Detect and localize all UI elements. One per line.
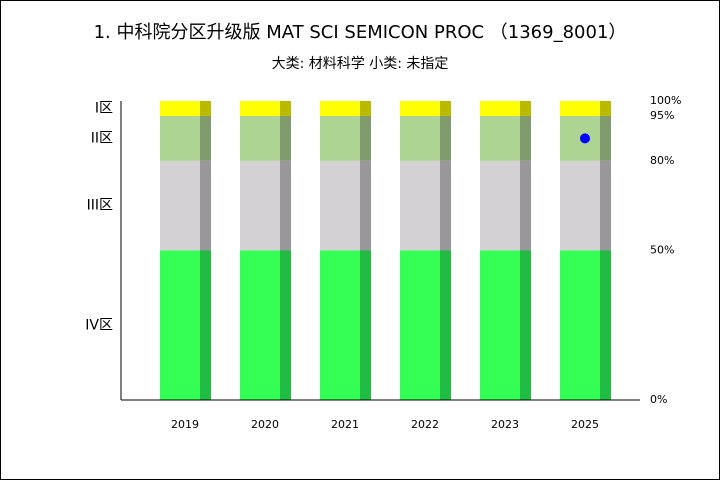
bar-shade bbox=[360, 115, 371, 161]
bar-segment bbox=[400, 101, 440, 116]
bar-segment bbox=[480, 250, 520, 400]
bar-shade bbox=[200, 160, 211, 251]
bar-segment bbox=[400, 115, 440, 161]
bar-shade bbox=[360, 250, 371, 400]
bar-segment bbox=[160, 115, 200, 161]
x-tick-label: 2019 bbox=[171, 418, 199, 431]
x-tick-label: 2020 bbox=[251, 418, 279, 431]
bar-segment bbox=[320, 160, 360, 251]
bar-segment bbox=[240, 250, 280, 400]
bar-shade bbox=[280, 101, 291, 116]
bar-segment bbox=[240, 160, 280, 251]
bar-shade bbox=[600, 101, 611, 116]
bar-shade bbox=[360, 160, 371, 251]
bar-segment bbox=[320, 250, 360, 400]
bar-shade bbox=[440, 250, 451, 400]
bar-segment bbox=[160, 160, 200, 251]
bar-segment bbox=[240, 115, 280, 161]
zone-label: III区 bbox=[87, 198, 113, 214]
bar-segment bbox=[560, 250, 600, 400]
zone-label: IV区 bbox=[85, 317, 113, 333]
zone-label: I区 bbox=[95, 100, 113, 116]
bar-shade bbox=[440, 101, 451, 116]
bar-segment bbox=[560, 101, 600, 116]
y-tick-label: 95% bbox=[650, 109, 674, 122]
bar-segment bbox=[480, 101, 520, 116]
bar-shade bbox=[280, 250, 291, 400]
bar-shade bbox=[200, 101, 211, 116]
bar-shade bbox=[360, 101, 371, 116]
y-tick-label: 50% bbox=[650, 244, 674, 257]
bar-shade bbox=[600, 160, 611, 251]
bar-shade bbox=[280, 115, 291, 161]
y-tick-label: 100% bbox=[650, 94, 681, 107]
zone-label: II区 bbox=[91, 130, 113, 146]
y-tick-label: 0% bbox=[650, 393, 667, 406]
bar-shade bbox=[440, 160, 451, 251]
bar-segment bbox=[400, 250, 440, 400]
x-tick-label: 2023 bbox=[491, 418, 519, 431]
chart-subtitle: 大类: 材料科学 小类: 未指定 bbox=[272, 56, 449, 72]
bar-shade bbox=[520, 115, 531, 161]
x-tick-label: 2021 bbox=[331, 418, 359, 431]
bar-shade bbox=[200, 250, 211, 400]
marker-point bbox=[580, 133, 590, 144]
bar-segment bbox=[320, 115, 360, 161]
bar-segment bbox=[480, 160, 520, 251]
bar-segment bbox=[240, 101, 280, 116]
bar-segment bbox=[400, 160, 440, 251]
bar-shade bbox=[280, 160, 291, 251]
bar-segment bbox=[320, 101, 360, 116]
bar-segment bbox=[160, 101, 200, 116]
y-tick-label: 80% bbox=[650, 154, 674, 167]
bar-segment bbox=[160, 250, 200, 400]
bar-shade bbox=[520, 160, 531, 251]
bar-shade bbox=[600, 115, 611, 161]
bar-shade bbox=[600, 250, 611, 400]
bar-shade bbox=[520, 250, 531, 400]
bar-shade bbox=[440, 115, 451, 161]
bar-segment bbox=[560, 160, 600, 251]
bar-shade bbox=[520, 101, 531, 116]
chart-title: 1. 中科院分区升级版 MAT SCI SEMICON PROC （1369_8… bbox=[94, 22, 627, 43]
bar-segment bbox=[480, 115, 520, 161]
x-tick-label: 2022 bbox=[411, 418, 439, 431]
x-tick-label: 2025 bbox=[571, 418, 599, 431]
bar-shade bbox=[200, 115, 211, 161]
